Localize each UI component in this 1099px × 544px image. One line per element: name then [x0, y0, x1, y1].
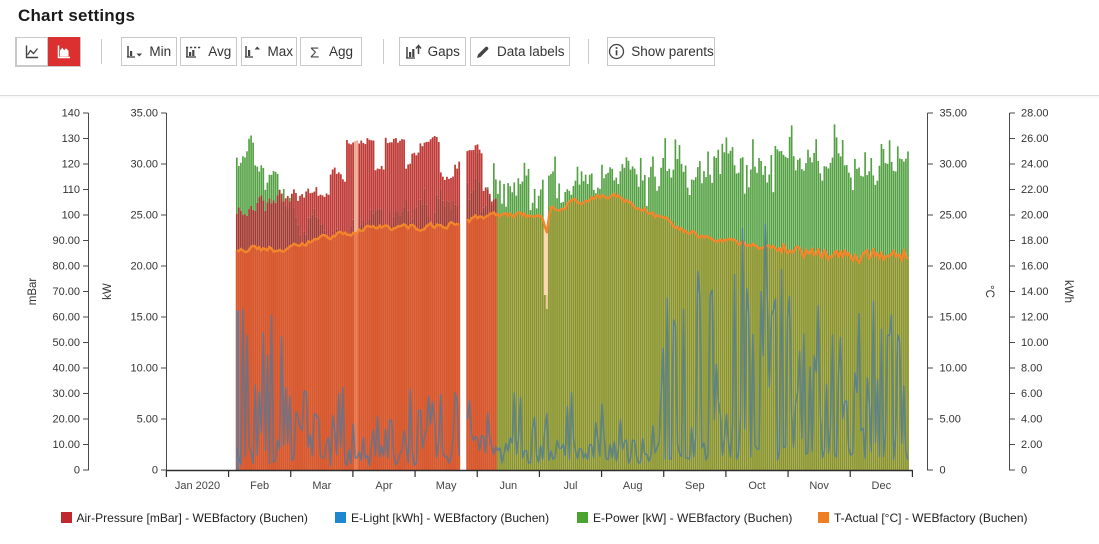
svg-text:Mar: Mar: [312, 480, 331, 492]
svg-text:12.00: 12.00: [1021, 312, 1049, 324]
svg-text:40.00: 40.00: [52, 363, 80, 375]
svg-text:10.00: 10.00: [52, 439, 80, 451]
svg-text:May: May: [436, 480, 457, 492]
svg-text:kWh: kWh: [1062, 280, 1074, 303]
svg-text:°C: °C: [983, 285, 995, 298]
svg-text:Jun: Jun: [499, 480, 517, 492]
svg-text:140: 140: [62, 108, 80, 120]
svg-text:Jan 2020: Jan 2020: [175, 480, 220, 492]
svg-text:0: 0: [940, 465, 946, 477]
svg-text:kW: kW: [102, 283, 114, 300]
svg-text:8.00: 8.00: [1021, 363, 1042, 375]
svg-text:30.00: 30.00: [940, 159, 968, 171]
svg-text:20.00: 20.00: [130, 261, 158, 273]
svg-text:6.00: 6.00: [1021, 388, 1042, 400]
svg-text:24.00: 24.00: [1021, 159, 1049, 171]
svg-text:Apr: Apr: [375, 480, 392, 492]
svg-text:0: 0: [152, 465, 158, 477]
svg-text:10.00: 10.00: [940, 363, 968, 375]
svg-text:30.00: 30.00: [130, 159, 158, 171]
svg-text:5.00: 5.00: [137, 414, 158, 426]
svg-text:Sep: Sep: [685, 480, 705, 492]
svg-text:100: 100: [62, 210, 80, 222]
svg-text:0: 0: [74, 465, 80, 477]
svg-text:28.00: 28.00: [1021, 108, 1049, 120]
svg-text:Oct: Oct: [748, 480, 765, 492]
svg-text:Jul: Jul: [563, 480, 577, 492]
svg-text:18.00: 18.00: [1021, 235, 1049, 247]
svg-text:10.00: 10.00: [130, 363, 158, 375]
svg-text:20.00: 20.00: [52, 414, 80, 426]
svg-text:15.00: 15.00: [130, 312, 158, 324]
svg-text:Dec: Dec: [872, 480, 892, 492]
svg-text:120: 120: [62, 159, 80, 171]
svg-text:0: 0: [1021, 465, 1027, 477]
svg-text:22.00: 22.00: [1021, 184, 1049, 196]
svg-text:80.00: 80.00: [52, 261, 80, 273]
svg-text:10.00: 10.00: [1021, 337, 1049, 349]
svg-text:130: 130: [62, 133, 80, 145]
svg-text:25.00: 25.00: [130, 210, 158, 222]
svg-text:25.00: 25.00: [940, 210, 968, 222]
svg-text:2.00: 2.00: [1021, 439, 1042, 451]
svg-text:26.00: 26.00: [1021, 133, 1049, 145]
svg-text:20.00: 20.00: [940, 261, 968, 273]
svg-text:90.00: 90.00: [52, 235, 80, 247]
svg-text:15.00: 15.00: [940, 312, 968, 324]
svg-text:mBar: mBar: [27, 278, 39, 306]
svg-text:5.00: 5.00: [940, 414, 961, 426]
svg-text:14.00: 14.00: [1021, 286, 1049, 298]
svg-text:Aug: Aug: [623, 480, 643, 492]
svg-text:16.00: 16.00: [1021, 261, 1049, 273]
svg-text:50.00: 50.00: [52, 337, 80, 349]
svg-text:110: 110: [62, 184, 80, 196]
svg-text:20.00: 20.00: [1021, 210, 1049, 222]
svg-text:70.00: 70.00: [52, 286, 80, 298]
svg-text:30.00: 30.00: [52, 388, 80, 400]
svg-text:60.00: 60.00: [52, 312, 80, 324]
svg-text:Feb: Feb: [250, 480, 269, 492]
svg-text:Nov: Nov: [809, 480, 829, 492]
svg-text:4.00: 4.00: [1021, 414, 1042, 426]
svg-text:Σ: Σ: [310, 44, 319, 60]
svg-text:35.00: 35.00: [940, 108, 968, 120]
svg-text:35.00: 35.00: [130, 108, 158, 120]
